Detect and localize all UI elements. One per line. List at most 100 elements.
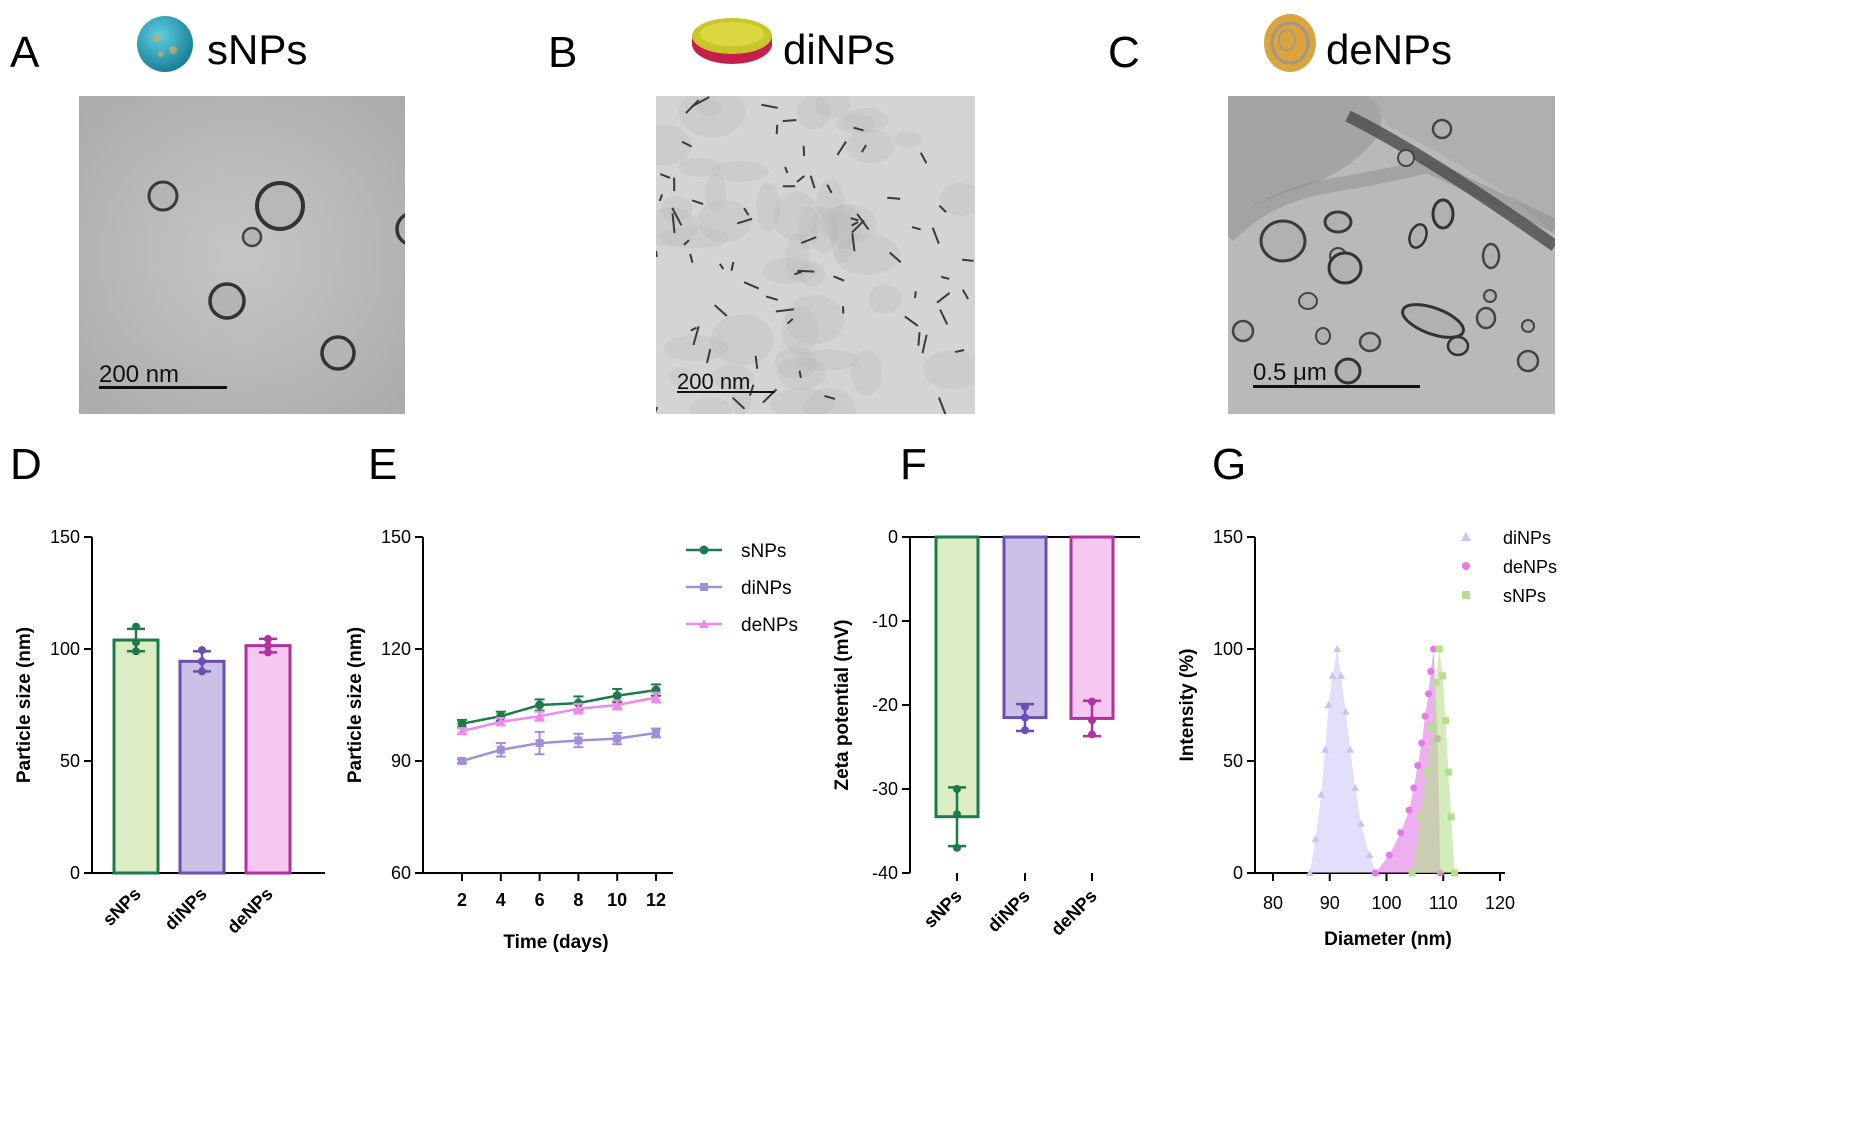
chart-g-legend-marker-diNPs: [1461, 532, 1471, 541]
denp-vesicle-icon: [1264, 14, 1316, 72]
chart-e-xtick-label: 8: [573, 890, 583, 910]
chart-d-xtick-label: deNPs: [223, 884, 277, 938]
chart-g-xtick-label: 90: [1320, 893, 1340, 913]
chart-e-point-diNPs: [574, 736, 583, 745]
chart-f-point-sNPs: [953, 843, 961, 852]
chart-f-bar-deNPs: [1069, 535, 1115, 720]
scalebar-line-c: [1253, 385, 1420, 388]
chart-g-xtick-label: 120: [1485, 893, 1515, 913]
chart-g-point-diNPs: [1333, 645, 1342, 652]
chart-d-bar-deNPs: [244, 644, 292, 875]
chart-d-ylabel: Particle size (nm): [14, 627, 35, 783]
chart-f-bar-diNPs: [1002, 535, 1048, 720]
chart-e-ytick-label: 60: [391, 863, 411, 883]
micrograph-snps: [79, 96, 405, 414]
chart-d-point-sNPs: [132, 638, 140, 647]
chart-e-point-deNPs: [651, 692, 661, 702]
chart-e-xtick-label: 2: [457, 890, 467, 910]
chart-d-ytick-label: 0: [70, 863, 80, 883]
chart-f-xtick-label: deNPs: [1047, 886, 1101, 940]
panel-letter-g: G: [1212, 440, 1247, 489]
chart-d-point-sNPs: [132, 622, 140, 631]
chart-g-legend-marker-sNPs: [1462, 591, 1470, 599]
scalebar-line-a: [99, 386, 227, 389]
chart-e-ytick-label: 90: [391, 751, 411, 771]
chart-f-bar-sNPs: [934, 535, 980, 819]
chart-f-point-diNPs: [1021, 713, 1029, 722]
chart-d-point-diNPs: [198, 646, 206, 655]
chart-g-ylabel: Intensity (%): [1177, 649, 1198, 762]
chart-e-point-deNPs: [457, 726, 467, 736]
chart-g-point-sNPs: [1417, 813, 1425, 821]
chart-g-point-diNPs: [1321, 745, 1330, 753]
chart-e-xtick-label: 6: [535, 890, 545, 910]
chart-g-ytick-label: 150: [1213, 527, 1243, 547]
chart-f-ylabel: Zeta potential (mV): [832, 619, 853, 790]
chart-f-xtick-label: diNPs: [984, 886, 1034, 936]
chart-d-point-diNPs: [198, 667, 206, 676]
chart-d-ytick-label: 150: [50, 527, 80, 547]
chart-g-xtick-label: 110: [1429, 893, 1458, 913]
chart-e-ytick-label: 120: [381, 639, 411, 659]
chart-g-point-diNPs: [1356, 819, 1365, 827]
chart-g-point-diNPs: [1337, 671, 1346, 679]
chart-g-legend-label: sNPs: [1503, 586, 1546, 606]
chart-g-point-sNPs: [1442, 717, 1450, 725]
chart-e-line-deNPs: [461, 696, 657, 733]
chart-e-legend-marker-deNPs: [699, 619, 709, 628]
chart-e-point-diNPs: [652, 729, 660, 737]
chart-e-legend-marker-sNPs: [699, 545, 709, 555]
chart-e-point-sNPs: [612, 691, 622, 701]
chart-g-point-diNPs: [1341, 707, 1350, 715]
chart-f-point-deNPs: [1088, 730, 1096, 739]
chart-f-point-diNPs: [1021, 702, 1029, 711]
chart-e-legend-label: diNPs: [741, 578, 792, 599]
chart-g-point-deNPs: [1410, 784, 1418, 792]
chart-f-xtick-label: sNPs: [920, 886, 966, 932]
chart-g-point-deNPs: [1430, 645, 1438, 653]
chart-d-bar-diNPs: [178, 659, 226, 875]
chart-f-ytick-label: -20: [872, 695, 898, 715]
micrograph-dinps: [656, 96, 975, 414]
chart-f-point-sNPs: [953, 785, 961, 793]
chart-g-point-diNPs: [1328, 671, 1337, 679]
chart-g-point-deNPs: [1397, 829, 1405, 837]
chart-e-point-sNPs: [457, 719, 467, 729]
chart-g-area-diNPs: [1309, 649, 1377, 873]
chart-g-ytick-label: 50: [1223, 751, 1243, 771]
chart-g-legend-marker-deNPs: [1462, 562, 1470, 570]
chart-e-legend-label: sNPs: [741, 541, 786, 562]
chart-e-ytick-label: 150: [381, 527, 411, 547]
chart-g-point-diNPs: [1346, 745, 1355, 753]
chart-g-point-deNPs: [1414, 761, 1422, 769]
chart-g-legend-label: diNPs: [1503, 528, 1551, 548]
chart-f-point-sNPs: [953, 810, 961, 819]
chart-f-ytick-label: -10: [872, 611, 898, 631]
chart-e-line-sNPs: [461, 688, 657, 725]
chart-g-xtick-label: 80: [1263, 893, 1283, 913]
chart-g-point-sNPs: [1439, 672, 1447, 680]
chart-g-point-diNPs: [1324, 701, 1333, 708]
chart-d-point-deNPs: [264, 641, 272, 650]
chart-e-xtick-label: 12: [646, 890, 666, 910]
chart-d-point-deNPs: [264, 634, 272, 643]
chart-d-point-diNPs: [198, 657, 206, 666]
chart-f-ytick-label: -40: [872, 863, 898, 883]
panel-letter-f: F: [900, 440, 927, 489]
chart-e-legend-marker-diNPs: [700, 583, 708, 591]
chart-g-point-sNPs: [1408, 869, 1416, 877]
chart-e-point-deNPs: [612, 700, 623, 709]
chart-e-xlabel: Time (days): [503, 932, 608, 953]
chart-g-point-deNPs: [1371, 869, 1379, 877]
chart-e-xtick-label: 10: [607, 890, 627, 910]
chart-d-bar-sNPs: [112, 638, 160, 875]
snp-title: sNPs: [207, 26, 308, 73]
panel-letter-c: C: [1108, 28, 1140, 77]
chart-g-point-sNPs: [1435, 645, 1443, 653]
chart-g-xlabel: Diameter (nm): [1324, 929, 1452, 950]
chart-f-ytick-label: -30: [872, 779, 898, 799]
chart-e-ylabel: Particle size (nm): [345, 627, 366, 783]
chart-f-point-deNPs: [1088, 697, 1096, 706]
chart-g-xtick-label: 100: [1371, 893, 1401, 913]
